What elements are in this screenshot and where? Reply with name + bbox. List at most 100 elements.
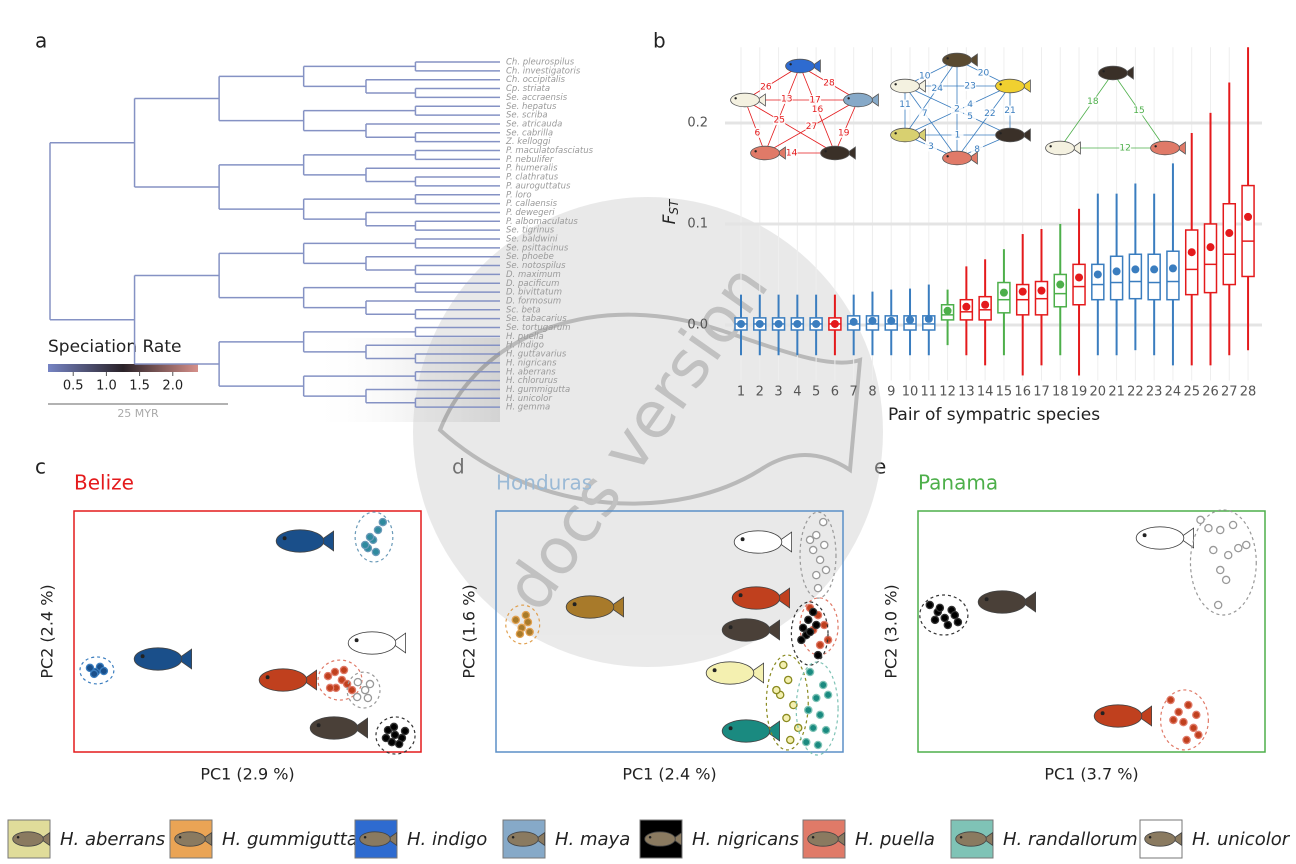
point	[815, 710, 825, 720]
scale-bar-label: 25 MYR	[117, 407, 159, 420]
mean-dot	[1225, 229, 1234, 238]
network-label-bg	[759, 82, 772, 93]
y-tick-label: 0.2	[687, 115, 708, 130]
point	[821, 565, 831, 575]
point	[1182, 735, 1191, 745]
fish-icon	[705, 661, 764, 685]
x-tick-label: 5	[812, 385, 820, 400]
x-tick-label: 18	[1052, 385, 1069, 400]
network-label: 23	[964, 82, 975, 92]
fish-tail	[1020, 591, 1036, 613]
x-tick-label: 24	[1165, 385, 1182, 400]
fish-body	[309, 716, 359, 740]
point	[89, 669, 99, 679]
fish-eye	[894, 83, 897, 86]
colorbar-tick-label: 1.5	[129, 379, 150, 394]
x-tick-label: 19	[1071, 385, 1088, 400]
fish-eye	[140, 654, 145, 659]
x-tick-label: 6	[831, 385, 839, 400]
network-label-bg	[918, 108, 931, 119]
fish-tail	[776, 531, 792, 553]
fish-icon	[750, 145, 786, 161]
point	[511, 615, 521, 625]
point	[523, 617, 533, 627]
network-edge	[956, 85, 1011, 159]
network-label-bg	[837, 127, 850, 138]
point	[1174, 707, 1183, 717]
cluster-ellipse	[1160, 689, 1209, 751]
x-tick-label: 15	[996, 385, 1013, 400]
point	[808, 723, 818, 733]
fish-eye	[1100, 711, 1105, 716]
fish-icon	[942, 52, 978, 68]
fish-body	[359, 831, 391, 847]
fish-eye	[999, 83, 1002, 86]
point	[805, 667, 815, 677]
fish-icon	[347, 631, 406, 655]
network-label-bg	[925, 141, 937, 152]
fish-eye	[946, 57, 949, 60]
fish-eye	[946, 155, 949, 158]
tip-label: P. dewegeri	[506, 208, 555, 218]
colorbar-tick-label: 1.0	[96, 379, 117, 394]
point	[363, 693, 373, 703]
point	[782, 713, 791, 723]
tip-label: D. formosum	[506, 296, 561, 306]
network-label: 6	[755, 128, 761, 138]
legend-label: H. gummigutta	[222, 829, 358, 850]
point	[804, 615, 813, 625]
cluster-ellipse	[765, 654, 809, 751]
mean-dot	[1150, 265, 1159, 274]
fish-tail	[386, 831, 397, 847]
point	[1234, 543, 1243, 553]
cluster-ellipse	[346, 671, 381, 709]
network-label: 11	[899, 100, 910, 110]
mean-dot	[1244, 212, 1253, 221]
network-label-bg	[785, 148, 798, 158]
network-label-bg	[1133, 105, 1145, 116]
point	[365, 532, 375, 542]
fish-tail	[1136, 705, 1152, 727]
fish-icon	[565, 595, 624, 619]
point	[360, 540, 370, 550]
point	[935, 603, 945, 613]
panel-label: b	[653, 29, 666, 53]
tip-label: P. humeralis	[506, 164, 558, 174]
fish-eye	[738, 593, 743, 598]
network-label: 20	[978, 69, 990, 79]
tip-label: Se. scriba	[506, 111, 548, 121]
y-axis-label-main: F	[660, 214, 680, 224]
cluster-ellipse	[919, 594, 969, 636]
fish-eye	[824, 150, 827, 153]
point	[943, 620, 953, 630]
fish-tail	[764, 619, 780, 641]
point	[813, 740, 823, 750]
fish-icon	[890, 78, 926, 94]
tip-label: P. auroguttatus	[506, 181, 571, 191]
point	[815, 640, 825, 650]
point	[786, 735, 795, 745]
fish-tail	[534, 831, 545, 847]
point	[953, 617, 963, 627]
tip-label: Ch. occipitalis	[506, 75, 566, 85]
fish-tail	[982, 831, 993, 847]
fish-eye	[1154, 145, 1157, 148]
point	[323, 671, 333, 681]
mean-dot	[1112, 267, 1121, 276]
x-tick-label: 2	[756, 385, 764, 400]
x-axis-label: PC1 (2.4 %)	[622, 765, 716, 784]
colorbar	[48, 364, 198, 372]
network-edge	[904, 59, 958, 136]
point	[798, 623, 808, 633]
network-label: 25	[773, 116, 784, 126]
fish-icon	[1144, 831, 1182, 847]
x-tick-label: 9	[887, 385, 895, 400]
point	[950, 610, 960, 620]
network-label: 8	[974, 145, 980, 155]
y-tick-label: 0.0	[687, 317, 708, 332]
point	[925, 600, 935, 610]
x-tick-label: 12	[939, 385, 956, 400]
point	[1184, 700, 1193, 710]
point	[389, 722, 399, 732]
